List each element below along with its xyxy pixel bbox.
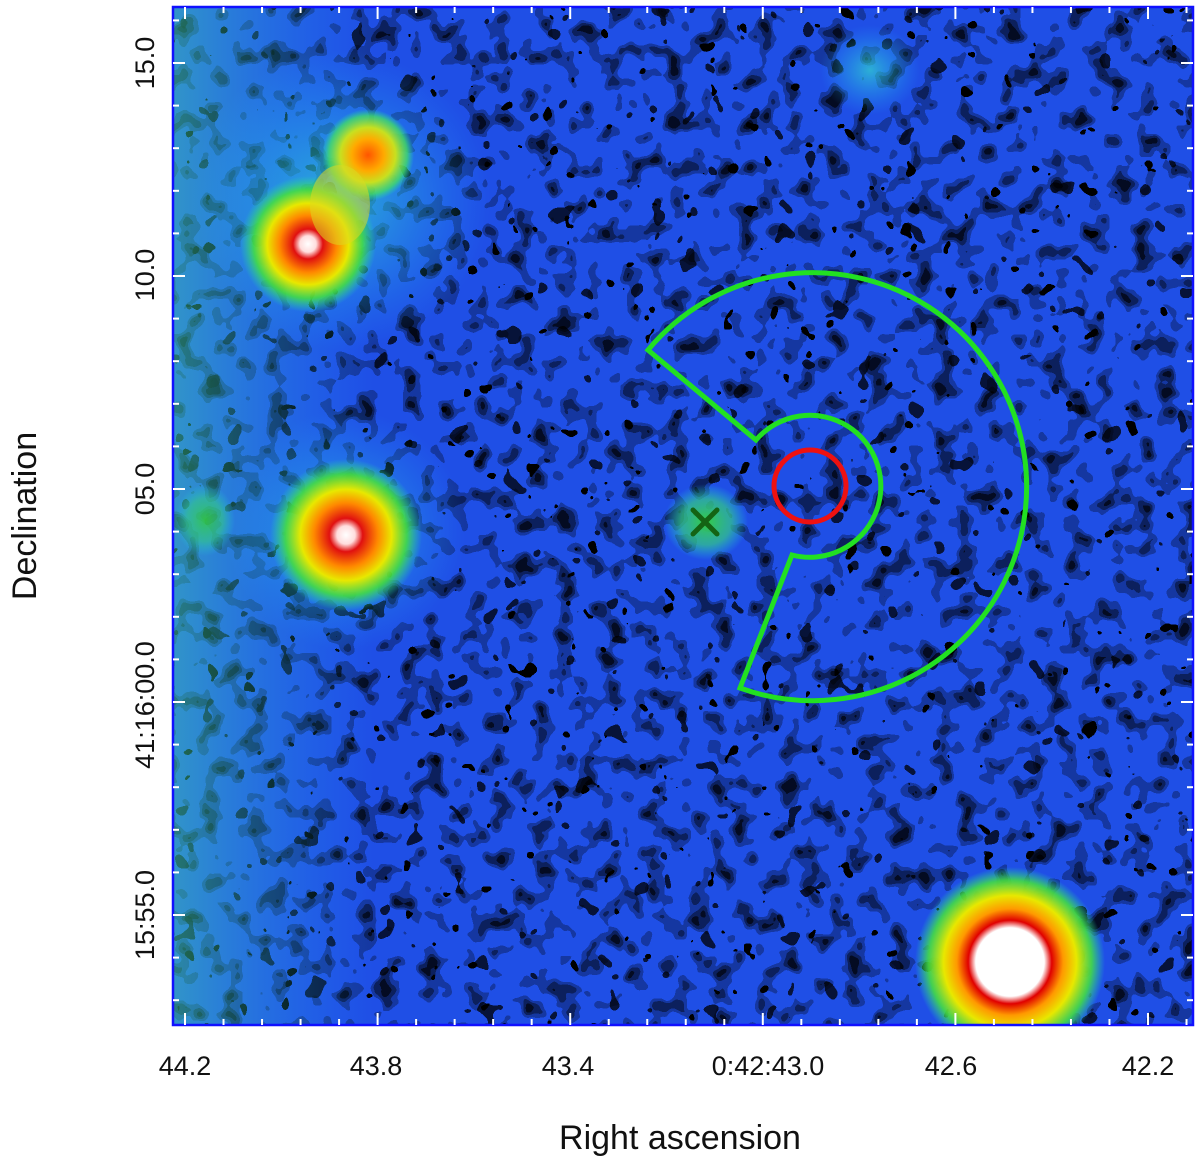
y-tick-label: 15.0 [130, 37, 160, 90]
y-tick-label: 05.0 [130, 463, 160, 516]
x-tick-label: 43.4 [542, 1051, 595, 1081]
y-tick-label: 15:55.0 [130, 870, 160, 960]
x-tick-labels: 44.2 43.8 43.4 0:42:43.0 42.6 42.2 [159, 1051, 1175, 1081]
y-tick-label: 10.0 [130, 249, 160, 302]
x-axis-title: Right ascension [559, 1119, 801, 1157]
x-tick-label: 42.2 [1122, 1051, 1175, 1081]
x-tick-label: 44.2 [159, 1051, 212, 1081]
tick-marks [173, 7, 1193, 1025]
x-marker-icon [690, 507, 720, 537]
x-tick-label: 42.6 [925, 1051, 978, 1081]
y-axis-title: Declination [6, 432, 44, 600]
y-tick-label: 41:16:00.0 [130, 641, 160, 769]
background-annulus-region [644, 270, 1030, 704]
plot-frame [171, 5, 1195, 1027]
image-area [173, 7, 1193, 1025]
source-circle-region [771, 447, 849, 525]
x-tick-label: 43.8 [350, 1051, 403, 1081]
y-tick-labels: 15.0 10.0 05.0 41:16:00.0 15:55.0 [130, 37, 160, 960]
x-tick-label: 0:42:43.0 [712, 1051, 825, 1081]
